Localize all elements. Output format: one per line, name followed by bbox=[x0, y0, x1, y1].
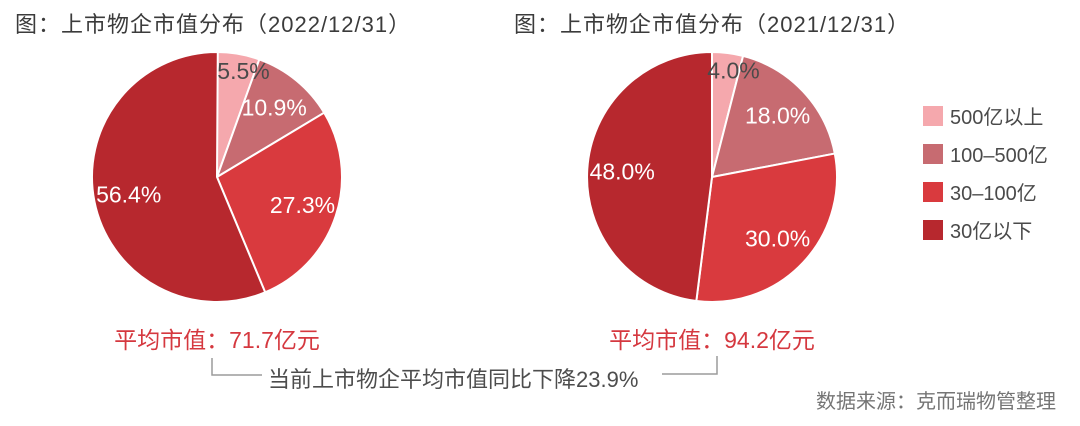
data-source: 数据来源：克而瑞物管整理 bbox=[816, 391, 1056, 413]
pie-slice-label: 5.5% bbox=[217, 58, 269, 84]
pie-slice-label: 48.0% bbox=[590, 158, 655, 184]
pie-slice bbox=[711, 54, 836, 178]
pie-slice-label: 56.4% bbox=[96, 181, 161, 207]
pie-slice-label: 30.0% bbox=[745, 226, 810, 252]
pie-slice bbox=[91, 50, 267, 303]
pie-slice bbox=[216, 111, 343, 294]
legend-item: 500亿以上 bbox=[923, 101, 1048, 130]
legend-swatch-icon bbox=[923, 143, 943, 164]
pie-slice-label: 27.3% bbox=[270, 192, 335, 218]
bracket-right bbox=[662, 356, 718, 375]
legend-label: 100–500亿 bbox=[950, 145, 1048, 167]
average-market-cap-2021: 平均市值：94.2亿元 bbox=[609, 327, 815, 353]
pie-chart-2022: 5.5% 10.9% 27.3% 56.4% bbox=[91, 50, 343, 303]
pie-slice-label: 10.9% bbox=[242, 95, 307, 121]
legend-label: 30亿以下 bbox=[950, 221, 1033, 243]
pie-slice bbox=[695, 152, 838, 303]
legend-swatch-icon bbox=[923, 105, 943, 126]
chart-title-2022: 图：上市物企市值分布（2022/12/31） bbox=[15, 12, 412, 37]
pie-slice bbox=[586, 51, 713, 303]
pie-slice bbox=[216, 58, 326, 178]
bracket-left bbox=[211, 358, 262, 376]
legend-swatch-icon bbox=[923, 219, 943, 240]
pie-slice-label: 18.0% bbox=[745, 102, 810, 128]
legend: 500亿以上 100–500亿 30–100亿 30亿以下 bbox=[923, 101, 1048, 244]
pie-slice-label: 4.0% bbox=[707, 57, 759, 83]
legend-item: 100–500亿 bbox=[923, 139, 1048, 168]
yoy-change-annotation: 当前上市物企平均市值同比下降23.9% bbox=[268, 367, 639, 392]
legend-label: 500亿以上 bbox=[950, 107, 1044, 129]
legend-label: 30–100亿 bbox=[950, 183, 1037, 205]
comparison-bracket bbox=[211, 356, 718, 376]
chart-title-2021: 图：上市物企市值分布（2021/12/31） bbox=[514, 12, 911, 37]
legend-swatch-icon bbox=[923, 181, 943, 202]
legend-item: 30–100亿 bbox=[923, 177, 1048, 206]
legend-item: 30亿以下 bbox=[923, 215, 1048, 244]
average-market-cap-2022: 平均市值：71.7亿元 bbox=[114, 327, 320, 353]
pie-chart-2021: 4.0% 18.0% 30.0% 48.0% bbox=[586, 51, 838, 303]
